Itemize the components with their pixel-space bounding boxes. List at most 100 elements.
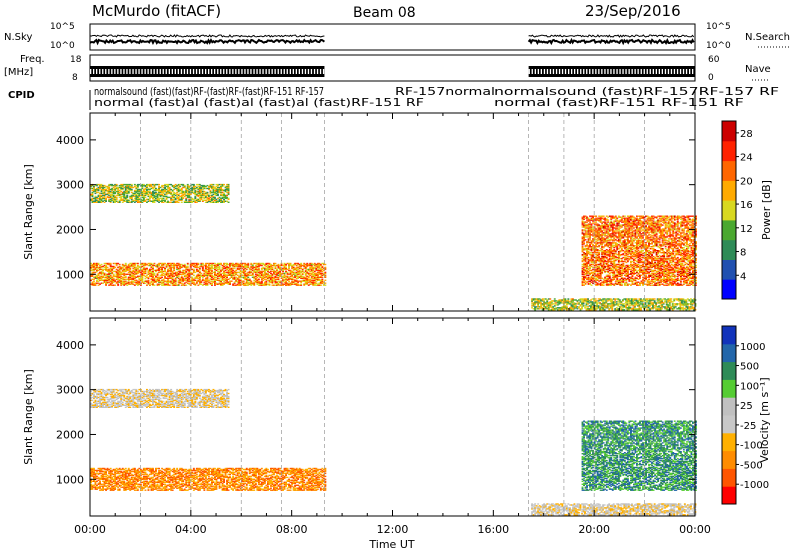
freq-band bbox=[90, 66, 325, 77]
echo-cell bbox=[149, 184, 151, 187]
echo-cell bbox=[253, 279, 256, 281]
echo-cell bbox=[123, 186, 126, 189]
echo-cell bbox=[142, 267, 145, 270]
echo-cell bbox=[186, 186, 189, 189]
echo-cell bbox=[283, 263, 286, 266]
echo-cell bbox=[297, 275, 300, 277]
echo-cell bbox=[203, 197, 206, 200]
echo-cell bbox=[312, 275, 315, 277]
echo-cell bbox=[590, 241, 593, 243]
echo-cell bbox=[138, 188, 141, 191]
echo-cell bbox=[206, 273, 209, 275]
freq-hatch bbox=[277, 69, 279, 74]
echo-cell bbox=[260, 282, 263, 284]
echo-cell bbox=[599, 268, 602, 271]
echo-cell bbox=[129, 273, 132, 275]
echo-cell bbox=[559, 302, 562, 304]
echo-cell bbox=[655, 304, 658, 306]
echo-cell bbox=[584, 264, 587, 267]
echo-cell bbox=[598, 274, 601, 276]
echo-cell bbox=[267, 272, 269, 275]
echo-cell bbox=[200, 189, 203, 192]
echo-cell bbox=[599, 238, 602, 240]
echo-cell bbox=[544, 302, 547, 304]
echo-cell bbox=[188, 199, 191, 201]
echo-cell bbox=[236, 277, 239, 279]
echo-cell bbox=[658, 301, 661, 303]
echo-cell bbox=[534, 306, 537, 308]
echo-cell bbox=[129, 265, 132, 268]
echo-cell bbox=[176, 264, 179, 267]
echo-cell bbox=[599, 272, 602, 275]
echo-cell bbox=[96, 197, 98, 200]
echo-cell bbox=[292, 283, 295, 285]
echo-cell bbox=[183, 282, 186, 284]
echo-cell bbox=[590, 260, 593, 263]
echo-cell bbox=[158, 280, 160, 282]
echo-cell bbox=[618, 307, 621, 309]
echo-cell bbox=[161, 197, 163, 200]
echo-cell bbox=[185, 194, 188, 197]
echo-cell bbox=[118, 281, 121, 283]
echo-cell bbox=[245, 279, 248, 281]
echo-cell bbox=[149, 264, 151, 267]
echo-cell bbox=[179, 192, 182, 195]
echo-cell bbox=[124, 262, 127, 265]
echo-cell bbox=[203, 193, 206, 196]
echo-cell bbox=[283, 279, 286, 281]
echo-cell bbox=[659, 298, 662, 300]
freq-hatch bbox=[229, 69, 231, 74]
echo-cell bbox=[644, 302, 647, 304]
echo-cell bbox=[306, 275, 309, 277]
echo-cell bbox=[165, 263, 168, 266]
echo-cell bbox=[152, 270, 154, 273]
freq-hatch bbox=[205, 69, 207, 74]
echo-cell bbox=[224, 278, 227, 280]
echo-cell bbox=[260, 278, 263, 280]
echo-cell bbox=[214, 265, 216, 268]
echo-cell bbox=[300, 264, 303, 267]
echo-cell bbox=[141, 201, 144, 203]
echo-cell bbox=[245, 265, 248, 268]
echo-cell bbox=[583, 255, 585, 258]
echo-cell bbox=[215, 273, 218, 275]
echo-cell bbox=[97, 276, 100, 278]
echo-cell bbox=[141, 279, 144, 281]
echo-cell bbox=[304, 282, 307, 284]
echo-cell bbox=[112, 194, 115, 197]
echo-cell bbox=[601, 238, 604, 240]
echo-cell bbox=[198, 196, 201, 199]
echo-cell bbox=[605, 306, 608, 308]
echo-cell bbox=[167, 270, 169, 273]
echo-cell bbox=[552, 309, 555, 311]
echo-cell bbox=[242, 265, 245, 268]
echo-cell bbox=[182, 269, 185, 272]
echo-cell bbox=[212, 271, 215, 274]
echo-cell bbox=[242, 266, 245, 269]
echo-cell bbox=[283, 274, 286, 276]
echo-cell bbox=[206, 265, 209, 268]
echo-cell bbox=[611, 305, 614, 307]
echo-cell bbox=[112, 265, 115, 268]
echo-cell bbox=[593, 271, 596, 274]
echo-cell bbox=[602, 252, 605, 254]
echo-cell bbox=[583, 248, 585, 250]
echo-cell bbox=[294, 274, 297, 276]
echo-cell bbox=[212, 186, 215, 189]
echo-cell bbox=[659, 309, 662, 311]
echo-cell bbox=[150, 196, 153, 199]
echo-cell bbox=[158, 269, 160, 272]
echo-cell bbox=[306, 277, 309, 279]
echo-cell bbox=[112, 262, 115, 265]
echo-cell bbox=[112, 199, 115, 201]
freq-hatch bbox=[220, 69, 222, 74]
echo-cell bbox=[584, 223, 587, 225]
echo-cell bbox=[596, 249, 599, 251]
echo-cell bbox=[167, 268, 169, 271]
echo-cell bbox=[218, 280, 221, 282]
echo-cell bbox=[179, 264, 182, 267]
echo-cell bbox=[247, 271, 250, 274]
echo-cell bbox=[149, 282, 151, 284]
echo-cell bbox=[593, 268, 596, 271]
echo-cell bbox=[567, 298, 570, 300]
